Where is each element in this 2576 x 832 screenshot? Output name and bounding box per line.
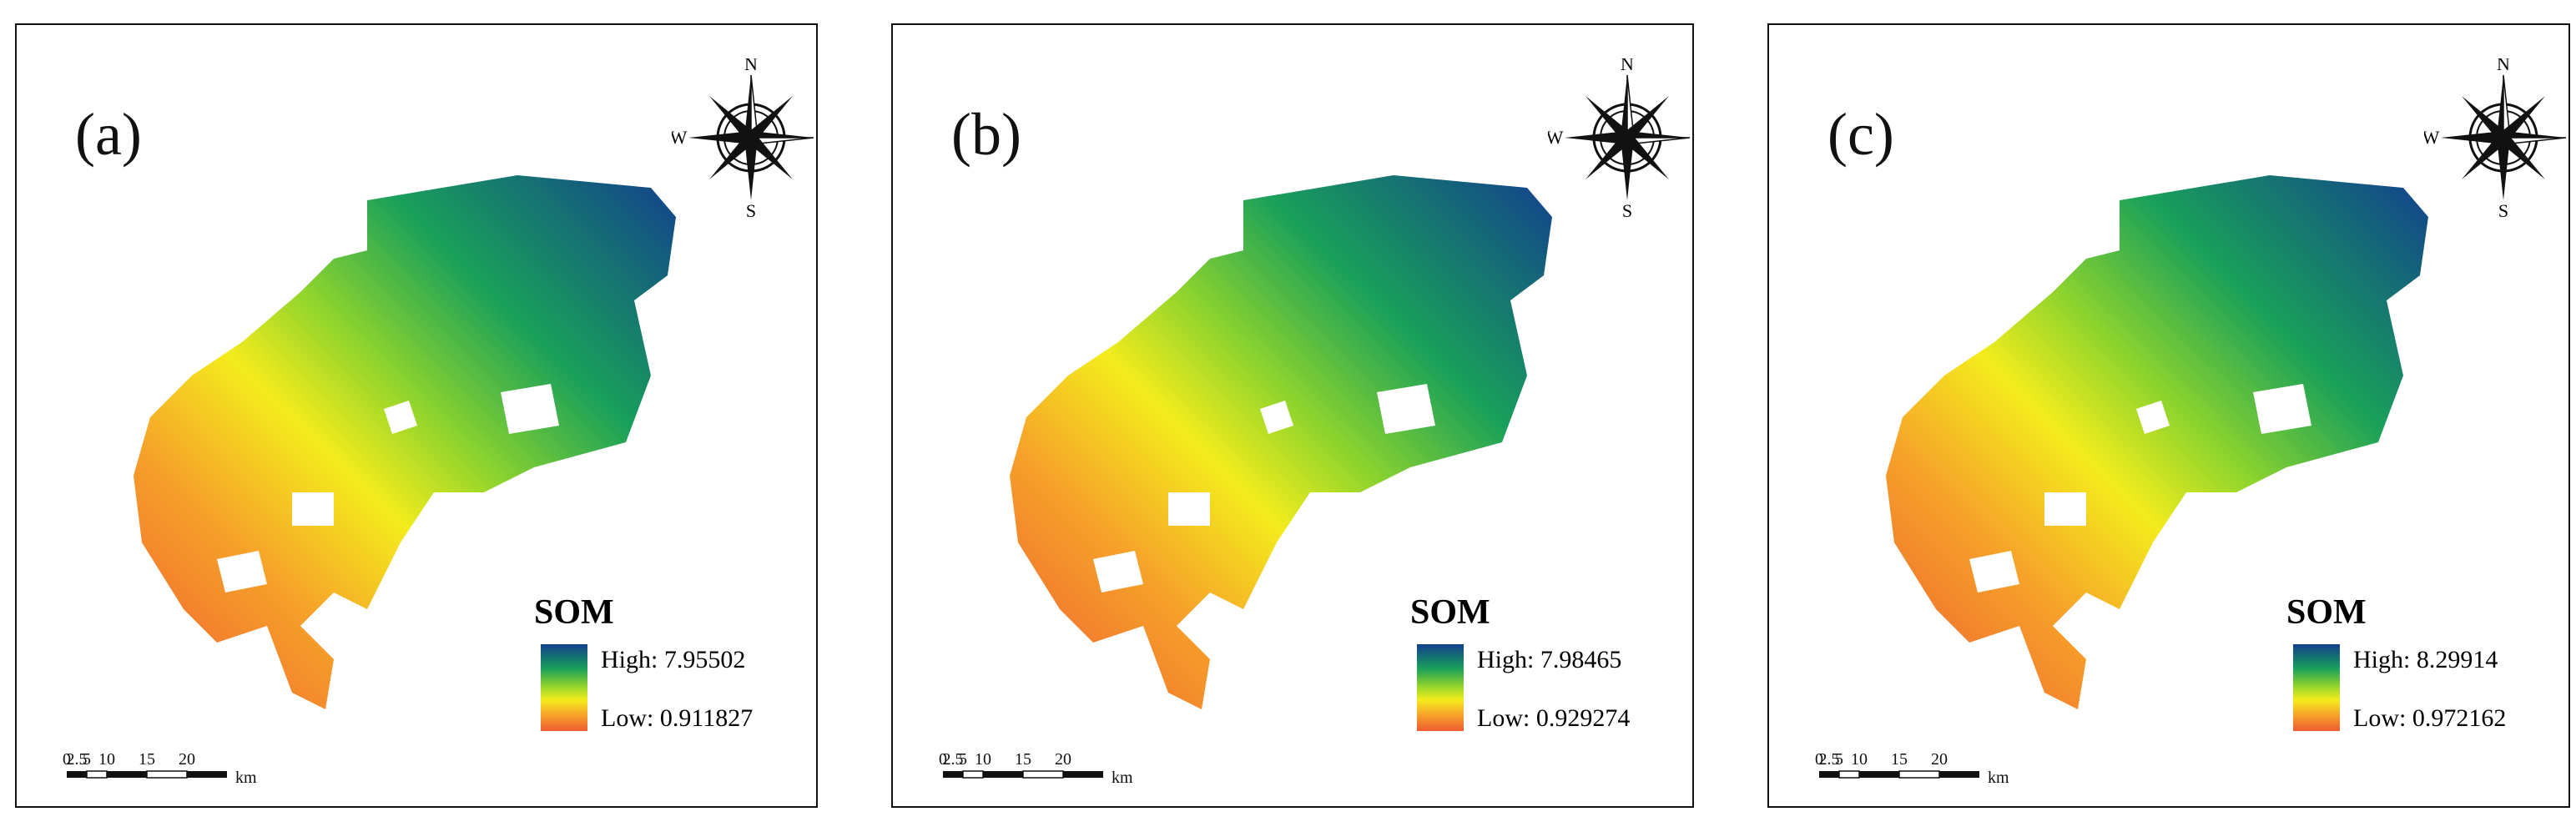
map-gap — [217, 551, 267, 592]
scale-bar: 02.55 10 15 20 km — [939, 750, 1133, 787]
legend-high-label: High: 7.95502 — [601, 646, 746, 673]
scale-tick-label: 2.5 — [943, 750, 964, 769]
scale-tick-label: 2.5 — [1819, 750, 1840, 769]
map-gap — [501, 384, 559, 434]
study-area-region — [1010, 175, 1552, 709]
scale-tick-label: 10 — [975, 750, 991, 769]
map-gap — [2253, 384, 2311, 434]
scale-tick-label: 20 — [1055, 750, 1071, 769]
compass-w-label: W — [1548, 127, 1564, 148]
compass-rose-icon: N S E W — [2424, 58, 2567, 217]
compass-n-label: N — [1621, 58, 1634, 74]
legend-high-label: High: 7.98465 — [1477, 646, 1622, 673]
map-panel-b: (b) N S E W SOM High: 7.98465 Low: 0.929… — [891, 23, 1694, 808]
map-gap — [292, 492, 334, 526]
map-panel-a: (a) N S E W SOM High: 7.95502 Low: 0.911… — [15, 23, 818, 808]
panel-label: (b) — [951, 101, 1021, 168]
som-map — [1886, 175, 2428, 709]
map-panel-c: (c) N S E W SOM High: 8.29914 Low: 0.972… — [1767, 23, 2570, 808]
legend-low-label: Low: 0.972162 — [2353, 704, 2507, 732]
panel-label: (c) — [1827, 101, 1894, 168]
scale-tick-label: 5 — [959, 750, 967, 769]
study-area-region — [1886, 175, 2428, 709]
map-gap — [2044, 492, 2086, 526]
compass-rose-icon: N S E W — [672, 58, 814, 217]
map-gap — [1168, 492, 1210, 526]
scale-unit-label: km — [1988, 769, 2009, 787]
scale-tick-label: 10 — [1851, 750, 1868, 769]
scale-tick-label: 0 — [939, 750, 947, 769]
scale-tick-label: 5 — [1835, 750, 1843, 769]
map-gap — [1093, 551, 1143, 592]
study-area-region — [134, 175, 676, 709]
scale-tick-label: 15 — [1015, 750, 1031, 769]
compass-s-label: S — [746, 200, 756, 217]
som-map — [1010, 175, 1552, 709]
legend-color-ramp — [2293, 644, 2340, 731]
legend-low-label: Low: 0.911827 — [601, 704, 754, 732]
legend-high-label: High: 8.29914 — [2353, 646, 2498, 673]
scale-tick-label: 15 — [1891, 750, 1908, 769]
scale-tick-label: 0 — [1815, 750, 1823, 769]
scale-bar: 02.55 10 15 20 km — [1815, 750, 2009, 787]
map-gap — [2136, 401, 2170, 434]
legend-title: SOM — [2286, 593, 2367, 632]
compass-rose-icon: N S E W — [1548, 58, 1691, 217]
som-map — [134, 175, 676, 709]
legend-low-label: Low: 0.929274 — [1477, 704, 1631, 732]
compass-w-label: W — [672, 127, 688, 148]
scale-bar: 02.55 10 15 20 km — [63, 750, 257, 787]
compass-s-label: S — [2498, 200, 2508, 217]
map-gap — [1377, 384, 1435, 434]
panel-label: (a) — [75, 101, 142, 168]
legend-color-ramp — [1417, 644, 1464, 731]
legend-title: SOM — [1410, 593, 1490, 632]
scale-tick-label: 15 — [139, 750, 155, 769]
map-gap — [384, 401, 417, 434]
compass-w-label: W — [2424, 127, 2440, 148]
compass-s-label: S — [1622, 200, 1632, 217]
legend-title: SOM — [534, 593, 614, 632]
scale-unit-label: km — [1112, 769, 1133, 787]
map-gap — [1969, 551, 2019, 592]
map-gap — [1260, 401, 1293, 434]
scale-tick-label: 5 — [83, 750, 91, 769]
scale-unit-label: km — [235, 769, 257, 787]
compass-n-label: N — [744, 58, 758, 74]
compass-n-label: N — [2497, 58, 2510, 74]
scale-tick-label: 20 — [179, 750, 195, 769]
legend-color-ramp — [541, 644, 587, 731]
scale-tick-label: 0 — [63, 750, 71, 769]
scale-tick-label: 10 — [98, 750, 115, 769]
scale-tick-label: 20 — [1931, 750, 1948, 769]
scale-tick-label: 2.5 — [67, 750, 88, 769]
